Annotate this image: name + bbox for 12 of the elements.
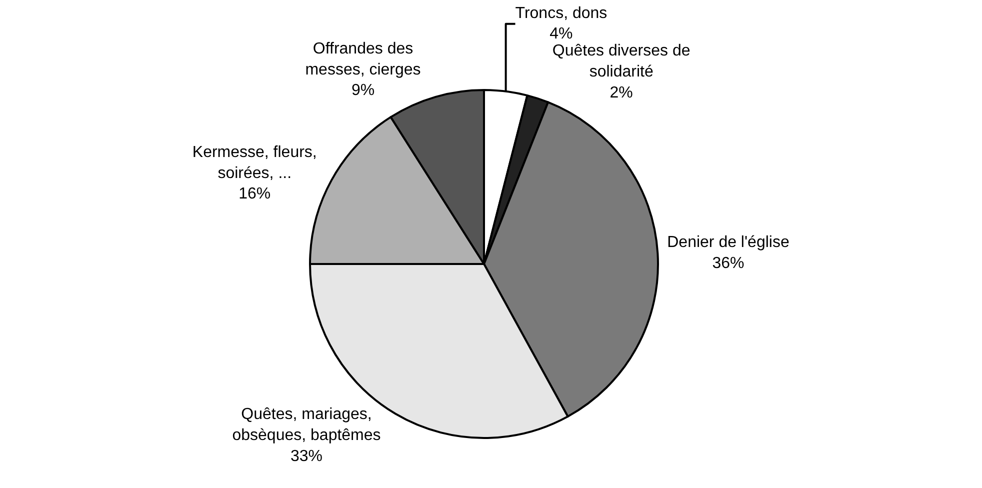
slice-label: Troncs, dons <box>515 4 608 22</box>
data-label: 4% <box>550 26 573 43</box>
data-label: 9% <box>351 82 375 100</box>
data-label: 16% <box>238 186 271 203</box>
slice-label: Offrandes des messes, cierges <box>305 40 421 78</box>
slice-label: Kermesse, fleurs, soirées, ... <box>192 144 317 182</box>
data-label: 36% <box>712 254 744 272</box>
slice-label: Quêtes diverses de solidarité <box>552 42 690 81</box>
slice-label: Quêtes, mariages, obsèques, baptêmes <box>232 406 381 444</box>
slice-label: Denier de l'église <box>667 234 790 252</box>
data-label: 33% <box>290 448 323 465</box>
data-label: 2% <box>610 84 633 102</box>
